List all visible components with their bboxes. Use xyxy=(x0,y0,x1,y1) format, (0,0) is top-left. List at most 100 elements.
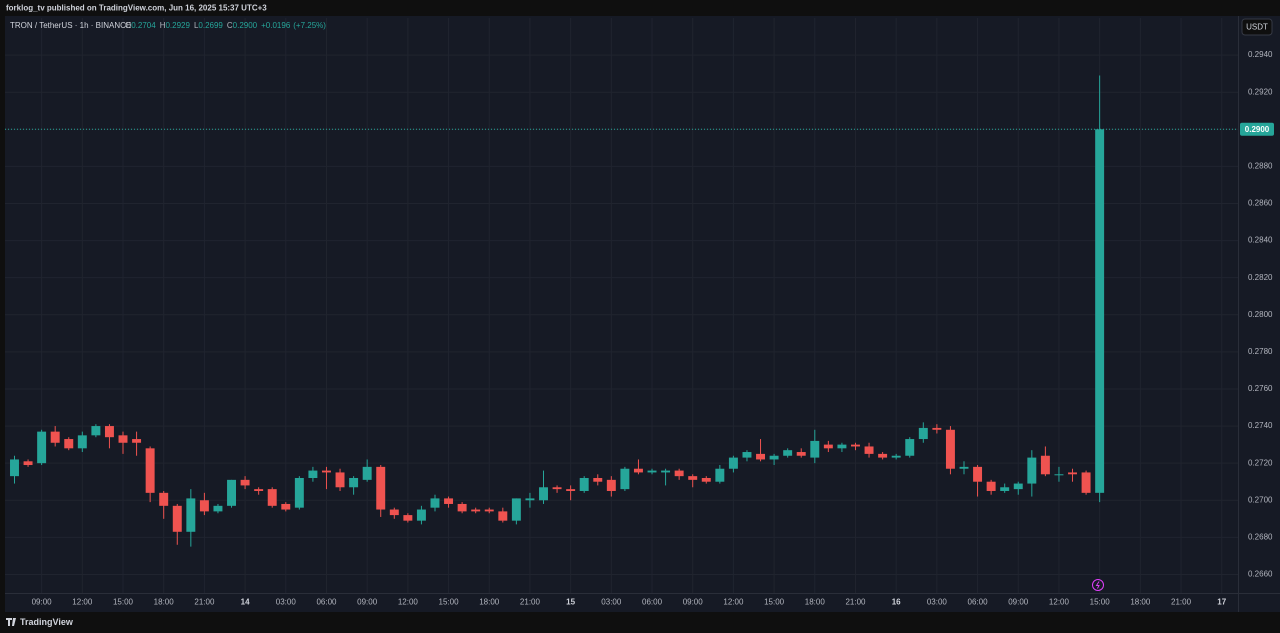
currency-badge[interactable] xyxy=(1241,18,1273,36)
candle-body xyxy=(254,489,264,491)
candle-body xyxy=(715,468,725,482)
candle-body xyxy=(91,426,101,436)
y-tick-label: 0.2860 xyxy=(1248,199,1273,208)
x-tick-label: 12:00 xyxy=(398,598,419,607)
x-tick-label: 09:00 xyxy=(32,598,53,607)
x-tick-label: 15:00 xyxy=(439,598,460,607)
candle-body xyxy=(932,427,942,430)
candle-body xyxy=(945,429,955,469)
candle-body xyxy=(430,498,440,508)
candle-body xyxy=(511,498,521,521)
candle-body xyxy=(376,466,386,510)
legend-change-percent: (+7.25%) xyxy=(293,21,326,30)
legend-label: H xyxy=(160,21,166,30)
candle-body xyxy=(267,489,277,506)
candle-body xyxy=(905,439,915,456)
x-tick-label: 21:00 xyxy=(194,598,215,607)
candle-body xyxy=(23,461,33,466)
y-tick-label: 0.2920 xyxy=(1248,87,1273,96)
currency-label: USDT xyxy=(1246,23,1268,32)
y-tick-label: 0.2940 xyxy=(1248,50,1273,59)
x-tick-label: 09:00 xyxy=(1008,598,1029,607)
legend-value: 0.2929 xyxy=(165,21,190,30)
candle-body xyxy=(837,444,847,449)
candle-body xyxy=(416,509,426,521)
y-tick-label: 0.2800 xyxy=(1248,310,1273,319)
candle-body xyxy=(308,470,318,478)
x-tick-label: 18:00 xyxy=(479,598,500,607)
candle-body xyxy=(104,426,114,438)
brand-name: TradingView xyxy=(20,617,74,627)
candle-body xyxy=(1040,455,1050,475)
candle-body xyxy=(918,427,928,440)
x-tick-label: 12:00 xyxy=(1049,598,1070,607)
top-bar xyxy=(0,0,1280,16)
ohlc-legend: O0.2704 H0.2929 L0.2699 C0.2900 +0.0196 (+7.2… xyxy=(125,21,326,30)
event-icon-bolt xyxy=(1095,581,1100,589)
candle-body xyxy=(1000,487,1010,491)
candle-body xyxy=(959,466,969,469)
candle-body xyxy=(349,478,359,488)
x-tick-label: 15 xyxy=(566,598,575,607)
last-price-label: 0.2900 xyxy=(1245,125,1270,134)
candle-body xyxy=(1054,474,1064,476)
candle-body xyxy=(986,481,996,491)
candle-body xyxy=(159,492,169,506)
candle-body xyxy=(810,440,820,458)
candle-body xyxy=(64,439,74,449)
event-icon[interactable] xyxy=(1092,579,1104,591)
x-tick-label: 21:00 xyxy=(1171,598,1192,607)
x-tick-label: 06:00 xyxy=(642,598,663,607)
candle-body xyxy=(742,452,752,458)
y-tick-label: 0.2680 xyxy=(1248,532,1273,541)
x-tick-label: 09:00 xyxy=(357,598,378,607)
y-tick-label: 0.2840 xyxy=(1248,236,1273,245)
candle-body xyxy=(335,472,345,488)
x-tick-label: 21:00 xyxy=(845,598,866,607)
x-tick-label: 03:00 xyxy=(601,598,622,607)
legend-value: 0.2704 xyxy=(131,21,156,30)
x-tick-label: 06:00 xyxy=(316,598,337,607)
footer-bar xyxy=(0,612,1280,633)
x-tick-label: 14 xyxy=(241,598,250,607)
candle-body xyxy=(783,450,793,456)
y-tick-label: 0.2740 xyxy=(1248,421,1273,430)
legend-label: O xyxy=(125,21,131,30)
candle-body xyxy=(769,455,779,460)
candle-body xyxy=(701,478,711,482)
x-tick-label: 17 xyxy=(1217,598,1226,607)
y-tick-label: 0.2780 xyxy=(1248,347,1273,356)
x-tick-label: 09:00 xyxy=(683,598,704,607)
candle-body xyxy=(1027,457,1037,484)
candle-body xyxy=(620,468,630,490)
x-tick-label: 18:00 xyxy=(805,598,826,607)
candle-body xyxy=(891,455,901,458)
candle-body xyxy=(593,478,603,482)
candle-body xyxy=(132,439,142,443)
candle-body xyxy=(633,468,643,473)
x-tick-label: 03:00 xyxy=(927,598,948,607)
candle-body xyxy=(294,478,304,508)
candle-body xyxy=(1081,472,1091,493)
legend-label: L xyxy=(194,21,199,30)
candle-body xyxy=(37,431,47,464)
candle-body xyxy=(118,435,128,443)
x-tick-label: 06:00 xyxy=(968,598,989,607)
candle-body xyxy=(539,487,548,501)
x-tick-label: 12:00 xyxy=(723,598,744,607)
x-tick-label: 21:00 xyxy=(520,598,541,607)
candle-body xyxy=(688,476,698,480)
x-tick-label: 12:00 xyxy=(72,598,93,607)
x-tick-label: 16 xyxy=(892,598,901,607)
x-tick-label: 15:00 xyxy=(1090,598,1111,607)
x-tick-label: 18:00 xyxy=(1130,598,1151,607)
candle-body xyxy=(457,503,467,512)
legend-value: 0.2900 xyxy=(233,21,258,30)
candle-body xyxy=(1068,472,1077,475)
candle-body xyxy=(864,446,874,454)
x-tick-label: 15:00 xyxy=(764,598,785,607)
candle-body xyxy=(50,431,60,443)
brand-logo xyxy=(6,618,16,626)
candle-body xyxy=(10,459,19,477)
